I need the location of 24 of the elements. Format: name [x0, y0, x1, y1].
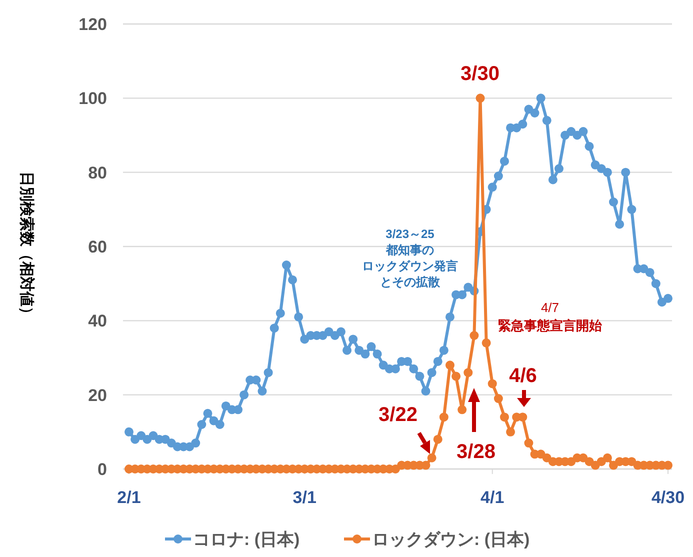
y-tick-label: 100	[78, 89, 107, 108]
y-axis-title: 日別検索数（相対値）	[18, 172, 36, 322]
y-tick-label: 20	[88, 386, 107, 405]
annotation: ロックダウン発言	[362, 259, 458, 273]
y-tick-label: 60	[88, 237, 107, 256]
legend-label: ロックダウン: (日本)	[372, 530, 530, 549]
x-tick-label: 4/1	[480, 488, 504, 507]
annotation: 4/6	[509, 365, 537, 387]
y-tick-label: 40	[88, 312, 107, 331]
x-tick-label: 2/1	[117, 488, 141, 507]
legend-label: コロナ: (日本)	[193, 530, 300, 549]
y-tick-label: 80	[88, 163, 107, 182]
annotation: 都知事の	[385, 243, 434, 257]
x-tick-label: 3/1	[292, 488, 316, 507]
x-tick-label: 4/30	[651, 488, 685, 507]
annotation: 4/7	[540, 300, 560, 315]
annotation: 緊急事態宣言開始	[498, 318, 603, 333]
y-tick-label: 120	[78, 14, 107, 34]
annotation: 3/23～25	[386, 227, 435, 241]
annotation: 3/22	[378, 404, 418, 426]
y-tick-label: 0	[98, 460, 107, 479]
annotation: とその拡散	[380, 275, 441, 289]
annotation: 3/30	[460, 63, 500, 85]
annotation: 3/28	[456, 441, 496, 463]
